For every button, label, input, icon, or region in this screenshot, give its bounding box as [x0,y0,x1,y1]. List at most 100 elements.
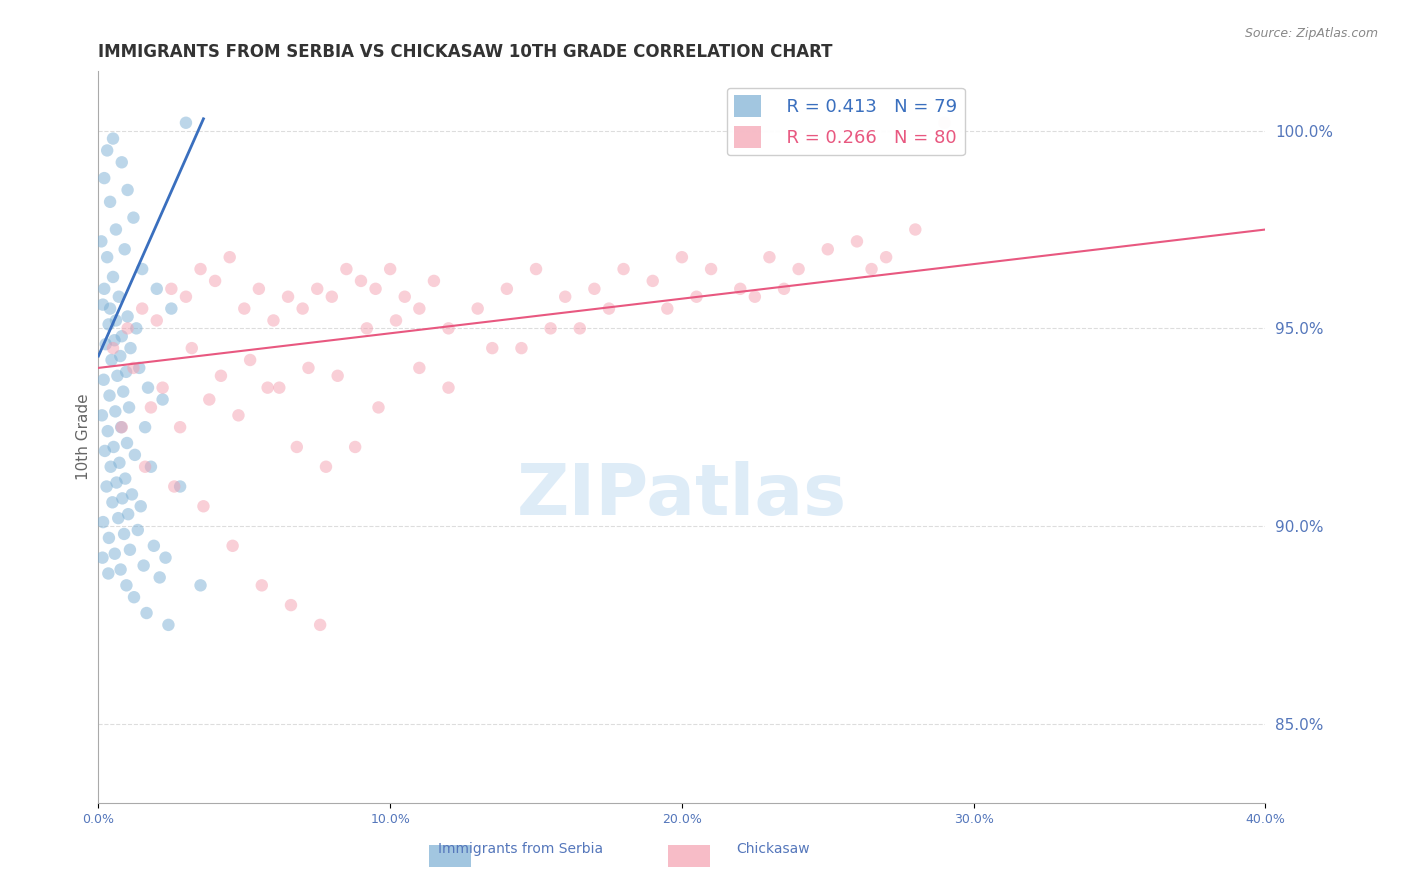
Point [598,301,620,316]
Point [344,440,367,454]
Point [136,381,159,395]
Point [481,341,503,355]
Point [111,420,134,434]
Point [108,456,131,470]
Point [90,409,112,423]
Point [97,424,120,438]
Point [157,618,180,632]
Point [98,301,121,316]
Point [408,301,430,316]
Point [700,262,723,277]
Point [612,262,634,277]
Point [97,318,120,332]
Point [437,381,460,395]
Point [262,313,284,327]
Point [94,444,117,458]
Point [111,329,134,343]
Point [115,578,138,592]
Point [129,500,152,514]
Point [934,116,956,130]
Point [107,511,129,525]
Point [94,337,117,351]
Point [174,116,197,130]
Point [121,487,143,501]
Point [657,301,679,316]
Point [104,547,127,561]
Point [105,368,128,383]
Point [568,321,591,335]
Legend:   R = 0.413   N = 79,   R = 0.266   N = 80: R = 0.413 N = 79, R = 0.266 N = 80 [727,87,965,155]
Point [98,388,121,402]
Point [97,531,120,545]
Point [93,373,115,387]
Point [101,341,124,355]
Point [118,401,141,415]
Point [134,459,156,474]
Point [100,459,122,474]
Point [378,262,402,277]
Point [297,360,319,375]
Point [139,459,162,474]
Point [146,313,169,327]
Point [356,321,378,335]
Point [169,479,191,493]
Point [111,155,134,169]
Point [218,250,240,264]
Point [860,262,883,277]
Point [277,290,299,304]
Point [315,459,337,474]
Point [101,495,124,509]
Point [118,542,141,557]
Point [875,250,897,264]
Point [96,144,118,158]
Point [125,321,148,335]
Point [250,578,273,592]
Point [112,384,135,399]
Point [104,313,127,327]
Point [132,558,155,573]
Point [291,301,314,316]
Point [135,606,157,620]
Point [100,353,122,368]
Point [350,274,373,288]
Point [90,235,112,249]
Point [437,321,460,335]
Point [540,321,562,335]
Point [114,472,136,486]
Point [904,222,927,236]
Point [309,618,332,632]
Point [758,250,780,264]
Y-axis label: 10th Grade: 10th Grade [76,393,91,481]
Point [787,262,810,277]
Point [228,409,250,423]
Point [110,349,132,363]
Point [142,539,165,553]
Text: Immigrants from Serbia: Immigrants from Serbia [437,842,603,856]
Point [285,440,308,454]
Point [110,562,132,576]
Point [160,301,183,316]
Point [198,392,221,407]
Point [467,301,489,316]
Point [152,392,174,407]
Point [97,566,120,581]
Point [104,404,127,418]
Point [193,500,215,514]
Point [209,368,232,383]
Point [247,282,270,296]
Point [101,131,124,145]
Point [122,211,145,225]
Point [326,368,349,383]
Point [115,436,138,450]
Point [744,290,766,304]
Point [423,274,446,288]
Point [114,242,136,256]
Point [111,491,134,506]
Point [124,448,146,462]
Point [280,598,302,612]
Point [108,290,131,304]
Point [122,591,145,605]
Point [335,262,357,277]
Point [367,401,389,415]
Point [394,290,416,304]
